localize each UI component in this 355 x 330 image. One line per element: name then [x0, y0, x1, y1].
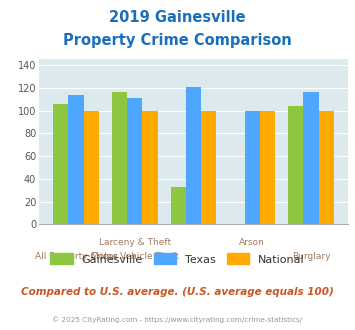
Text: Motor Vehicle Theft: Motor Vehicle Theft [91, 252, 179, 261]
Bar [142, 111, 158, 224]
Text: Burglary: Burglary [292, 252, 330, 261]
Bar [53, 104, 69, 224]
Bar [260, 111, 275, 224]
Bar [127, 98, 142, 224]
Bar [201, 111, 217, 224]
Bar [186, 87, 201, 224]
Text: 2019 Gainesville: 2019 Gainesville [109, 10, 246, 25]
Bar [245, 111, 260, 224]
Text: © 2025 CityRating.com - https://www.cityrating.com/crime-statistics/: © 2025 CityRating.com - https://www.city… [53, 317, 302, 323]
Bar [84, 111, 99, 224]
Bar [112, 92, 127, 224]
Bar [318, 111, 334, 224]
Bar [69, 95, 84, 224]
Bar [288, 106, 303, 224]
Text: Larceny & Theft: Larceny & Theft [99, 238, 171, 247]
Bar [170, 187, 186, 224]
Text: Arson: Arson [239, 238, 265, 247]
Text: Property Crime Comparison: Property Crime Comparison [63, 33, 292, 48]
Bar [303, 92, 318, 224]
Text: All Property Crime: All Property Crime [35, 252, 117, 261]
Text: Compared to U.S. average. (U.S. average equals 100): Compared to U.S. average. (U.S. average … [21, 287, 334, 297]
Legend: Gainesville, Texas, National: Gainesville, Texas, National [47, 250, 308, 268]
